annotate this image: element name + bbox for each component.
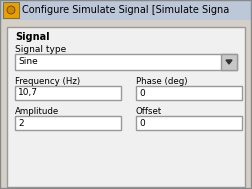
Text: Amplitude: Amplitude	[15, 108, 59, 116]
Text: Sine: Sine	[18, 57, 38, 67]
Bar	[0, 20, 252, 189]
Bar	[221, 54, 237, 70]
Text: Frequency (Hz): Frequency (Hz)	[15, 77, 80, 87]
Bar	[15, 86, 121, 100]
Text: 10,7: 10,7	[18, 88, 38, 98]
Polygon shape	[226, 60, 232, 64]
Circle shape	[7, 6, 15, 14]
Text: 2: 2	[18, 119, 24, 128]
Bar	[7, 27, 245, 187]
Bar	[136, 116, 242, 130]
Bar	[15, 116, 121, 130]
Text: Configure Simulate Signal [Simulate Signa: Configure Simulate Signal [Simulate Sign…	[22, 5, 229, 15]
Bar	[221, 54, 237, 70]
Text: Signal type: Signal type	[15, 44, 66, 53]
Text: Phase (deg): Phase (deg)	[136, 77, 187, 87]
Bar	[0, 0, 252, 20]
Text: Signal: Signal	[15, 32, 50, 42]
Bar	[3, 2, 19, 18]
Bar	[15, 54, 237, 70]
Text: 0: 0	[139, 119, 145, 128]
Text: 0: 0	[139, 88, 145, 98]
Text: Offset: Offset	[136, 108, 162, 116]
Bar	[136, 86, 242, 100]
